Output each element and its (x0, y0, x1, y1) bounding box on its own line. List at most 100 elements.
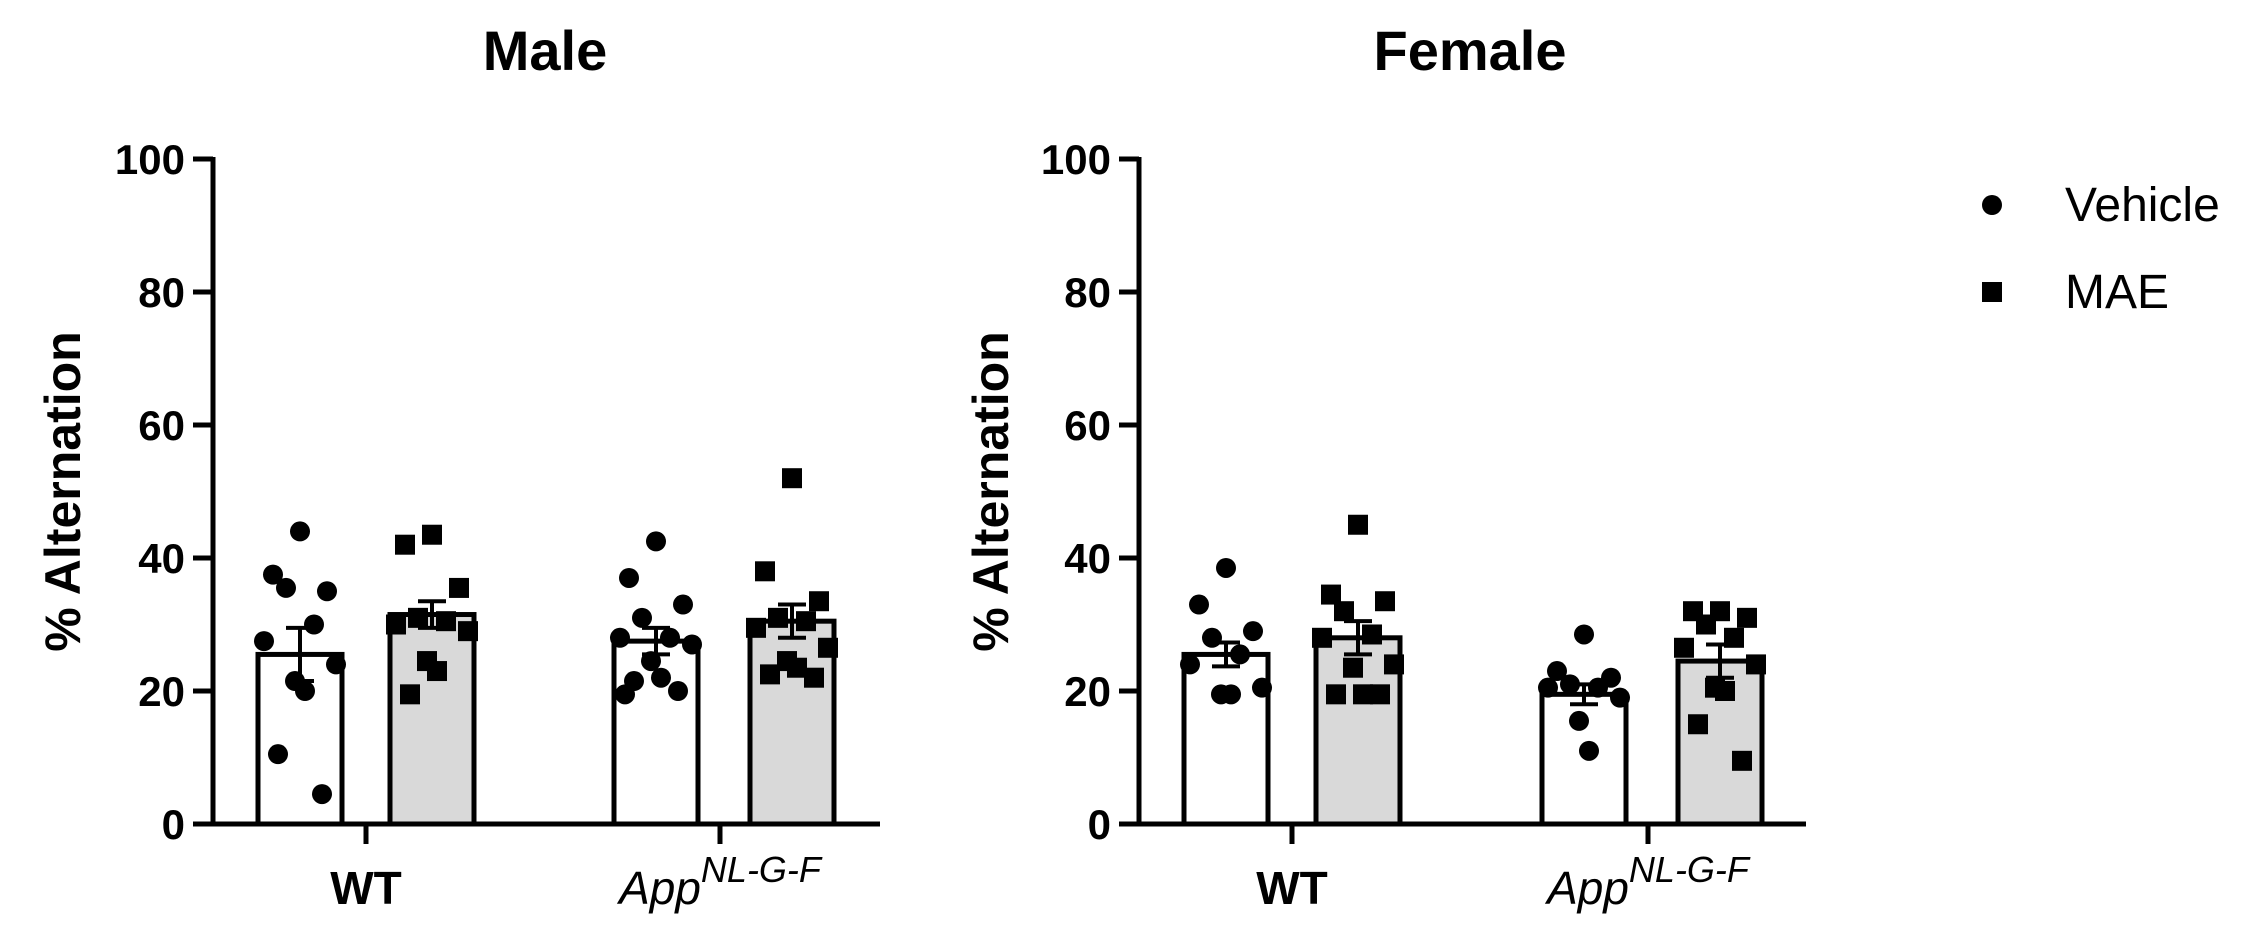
data-point (1343, 657, 1363, 678)
data-point (1334, 601, 1354, 622)
data-point (1384, 654, 1404, 675)
data-point (1696, 614, 1716, 635)
y-tick-label: 80 (1064, 269, 1111, 316)
data-point (1688, 714, 1708, 735)
chart-title: Female (1374, 19, 1567, 82)
data-point (422, 524, 442, 545)
data-point (1312, 627, 1332, 648)
data-point (317, 581, 337, 602)
data-point (1674, 637, 1694, 658)
data-point (1230, 644, 1250, 665)
x-tick-label: WT (1256, 862, 1328, 914)
data-point (615, 684, 635, 705)
data-point (1321, 584, 1341, 605)
data-point (1538, 677, 1558, 698)
data-point (1610, 687, 1630, 708)
data-point (746, 617, 766, 638)
data-point (668, 681, 688, 701)
x-tick-label: WT (330, 862, 402, 914)
data-point (254, 631, 274, 652)
data-point (386, 614, 406, 635)
x-tick-label: AppNL-G-F (1544, 849, 1751, 914)
data-point (1588, 677, 1608, 698)
data-point (768, 607, 788, 628)
y-tick-label: 100 (1041, 136, 1111, 183)
data-point (1370, 684, 1390, 705)
data-point (804, 667, 824, 688)
data-point (263, 564, 283, 585)
data-point (755, 561, 775, 582)
chart-panel-male: Male % Alternation 0 20 40 60 80 100 WT AppNL-G-F (35, 19, 880, 914)
chart-panel-female: Female % Alternation 0 20 40 60 80 100 WT AppNL-G… (963, 19, 1806, 914)
bar-mae-wt (387, 612, 477, 827)
data-point (1574, 624, 1594, 645)
data-point (1737, 607, 1757, 628)
data-point (610, 627, 630, 648)
data-point (1243, 621, 1263, 642)
data-point (796, 611, 816, 632)
data-point (641, 651, 661, 672)
data-point (646, 531, 666, 552)
data-point (782, 468, 802, 489)
data-point (632, 607, 652, 628)
data-point (395, 534, 415, 555)
data-point (809, 591, 829, 612)
y-tick-label: 40 (138, 535, 185, 582)
y-tick-label: 100 (115, 136, 185, 183)
data-point (295, 681, 315, 701)
data-point (290, 521, 310, 542)
data-point (1189, 594, 1209, 615)
legend: Vehicle MAE (1982, 179, 2220, 319)
data-point (449, 577, 469, 598)
y-tick-label: 0 (1088, 801, 1111, 848)
y-tick-label: 60 (1064, 402, 1111, 449)
data-point (1715, 681, 1735, 701)
data-point (1326, 684, 1346, 705)
chart-title: Male (483, 19, 608, 82)
data-point (312, 784, 332, 805)
data-point (787, 657, 807, 678)
data-point (619, 567, 639, 588)
data-point (276, 577, 296, 598)
data-point (682, 634, 702, 655)
data-point (1547, 661, 1567, 682)
data-point (268, 744, 288, 765)
data-point (1180, 654, 1200, 675)
y-tick-label: 20 (138, 668, 185, 715)
x-tick-label: AppNL-G-F (616, 849, 823, 914)
data-point (1362, 624, 1382, 645)
data-point (1732, 750, 1752, 771)
bar-vehicle-wt (1181, 651, 1271, 827)
data-point (1202, 627, 1222, 648)
data-point (660, 627, 680, 648)
data-point (1252, 677, 1272, 698)
legend-label: MAE (2065, 266, 2169, 319)
data-point (1216, 557, 1236, 578)
data-point (673, 594, 693, 615)
legend-marker-vehicle (1982, 195, 2002, 215)
y-tick-label: 80 (138, 269, 185, 316)
data-point (408, 607, 428, 628)
data-point (651, 667, 671, 688)
data-point (1560, 674, 1580, 695)
data-point (400, 684, 420, 705)
data-point (458, 621, 478, 642)
y-tick-label: 40 (1064, 535, 1111, 582)
data-point (818, 637, 838, 658)
y-tick-label: 0 (162, 801, 185, 848)
data-point (326, 654, 346, 675)
y-tick-label: 60 (138, 402, 185, 449)
y-axis-label: % Alternation (35, 331, 91, 651)
data-point (1724, 627, 1744, 648)
data-point (1569, 710, 1589, 731)
y-tick-label: 20 (1064, 668, 1111, 715)
data-point (304, 614, 324, 635)
error-bar-mae-app (778, 602, 806, 640)
data-point (1221, 684, 1241, 705)
data-point (1353, 684, 1373, 705)
data-point (1348, 514, 1368, 535)
legend-marker-mae (1982, 282, 2002, 302)
data-point (760, 664, 780, 685)
data-point (436, 611, 456, 632)
